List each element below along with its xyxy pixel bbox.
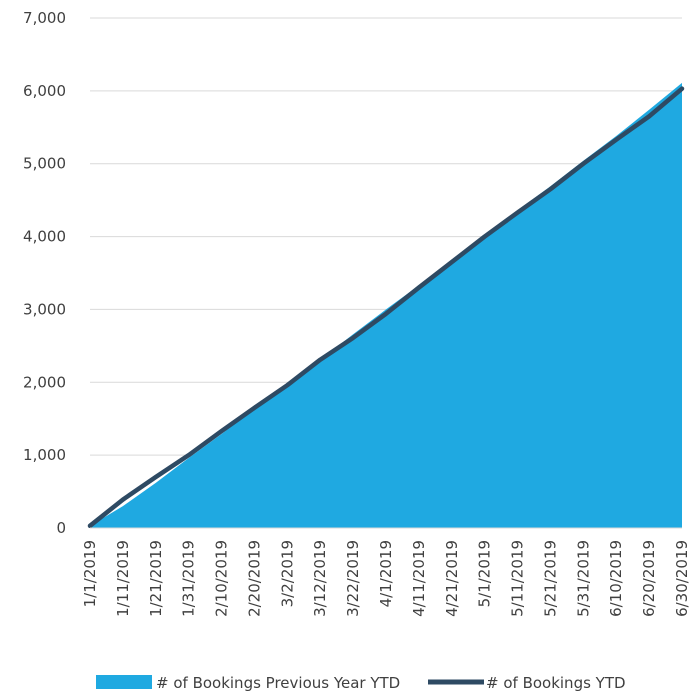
x-tick-label: 6/30/2019 (673, 540, 690, 617)
legend: # of Bookings Previous Year YTD # of Boo… (96, 674, 626, 692)
x-tick-label: 5/31/2019 (574, 540, 592, 617)
line-series-layer (87, 86, 685, 529)
area-series-previous-year (90, 82, 682, 528)
x-tick-label: 4/11/2019 (410, 540, 428, 617)
y-tick-label: 5,000 (23, 155, 66, 173)
line-series-ytd (87, 86, 685, 529)
x-tick-label: 6/20/2019 (640, 540, 658, 617)
x-tick-label: 2/20/2019 (245, 540, 263, 617)
y-tick-label: 1,000 (23, 446, 66, 464)
y-axis-ticks: 0 1,000 2,000 3,000 4,000 5,000 6,000 7,000 (23, 9, 66, 537)
x-tick-label: 1/11/2019 (114, 540, 132, 617)
legend-swatch-previous-year (96, 675, 152, 689)
y-tick-label: 0 (56, 519, 66, 537)
x-tick-label: 4/1/2019 (377, 540, 395, 607)
x-tick-label: 3/2/2019 (278, 540, 296, 607)
y-tick-label: 2,000 (23, 373, 66, 391)
area-series-layer (90, 82, 682, 528)
x-tick-label: 5/21/2019 (541, 540, 559, 617)
x-tick-label: 1/31/2019 (180, 540, 198, 617)
legend-label-previous-year: # of Bookings Previous Year YTD (156, 674, 400, 692)
x-axis-ticks: 1/1/2019 1/11/2019 1/21/2019 1/31/2019 2/10/… (81, 540, 690, 617)
y-tick-label: 7,000 (23, 9, 66, 27)
x-tick-label: 3/22/2019 (344, 540, 362, 617)
x-tick-label: 2/10/2019 (213, 540, 231, 617)
y-tick-label: 4,000 (23, 228, 66, 246)
y-tick-label: 3,000 (23, 300, 66, 318)
x-tick-label: 5/1/2019 (476, 540, 494, 607)
legend-label-ytd: # of Bookings YTD (486, 674, 626, 692)
x-tick-label: 5/11/2019 (509, 540, 527, 617)
x-tick-label: 1/1/2019 (81, 540, 99, 607)
y-tick-label: 6,000 (23, 82, 66, 100)
x-tick-label: 4/21/2019 (443, 540, 461, 617)
x-tick-label: 6/10/2019 (607, 540, 625, 617)
x-tick-label: 3/12/2019 (311, 540, 329, 617)
x-tick-label: 1/21/2019 (147, 540, 165, 617)
